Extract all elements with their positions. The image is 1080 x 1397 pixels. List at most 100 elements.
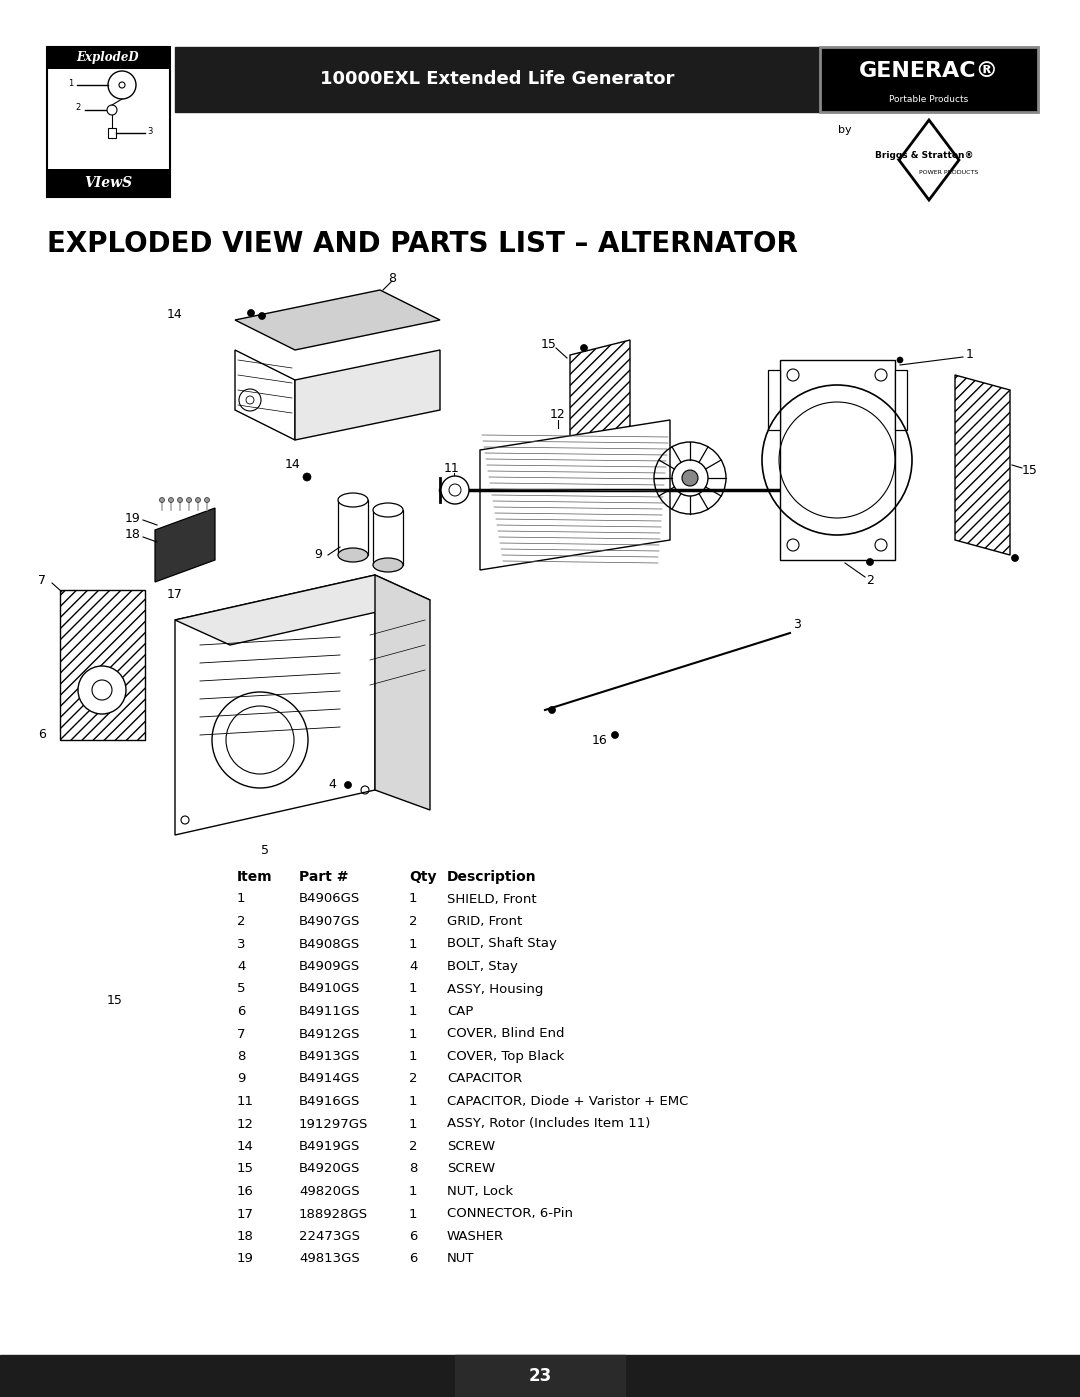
- Text: 12: 12: [237, 1118, 254, 1130]
- Circle shape: [160, 497, 164, 503]
- Text: 2: 2: [866, 574, 874, 587]
- Text: by: by: [838, 124, 852, 136]
- Polygon shape: [480, 420, 670, 570]
- Text: 1: 1: [409, 1207, 418, 1221]
- Text: 18: 18: [125, 528, 140, 542]
- Circle shape: [549, 707, 555, 714]
- Polygon shape: [235, 291, 440, 351]
- Text: 3: 3: [237, 937, 245, 950]
- Text: 11: 11: [444, 461, 460, 475]
- Polygon shape: [780, 360, 895, 560]
- Bar: [0, 0, 1080, 215]
- Bar: [455, 1355, 625, 1397]
- Circle shape: [1012, 555, 1018, 562]
- Text: 1: 1: [237, 893, 245, 905]
- Polygon shape: [235, 351, 295, 440]
- Text: COVER, Top Black: COVER, Top Black: [447, 1051, 564, 1063]
- Ellipse shape: [338, 493, 368, 507]
- Text: B4912GS: B4912GS: [299, 1028, 361, 1041]
- Text: 14: 14: [237, 1140, 254, 1153]
- Ellipse shape: [373, 557, 403, 571]
- Text: VIewS: VIewS: [84, 176, 132, 190]
- Ellipse shape: [338, 548, 368, 562]
- Circle shape: [247, 310, 255, 317]
- Text: 15: 15: [541, 338, 557, 352]
- Text: POWER PRODUCTS: POWER PRODUCTS: [919, 169, 978, 175]
- Text: 2: 2: [76, 103, 81, 113]
- Circle shape: [441, 476, 469, 504]
- Text: COVER, Blind End: COVER, Blind End: [447, 1028, 565, 1041]
- Bar: [175, 47, 820, 112]
- Bar: [0, 1355, 1080, 1397]
- Bar: [895, 370, 907, 430]
- Text: 1: 1: [409, 1185, 418, 1199]
- Bar: [48, 169, 170, 197]
- Polygon shape: [175, 576, 375, 835]
- Bar: [373, 510, 403, 564]
- Text: WASHER: WASHER: [447, 1229, 504, 1243]
- Text: 1: 1: [409, 893, 418, 905]
- Text: ExplodeD: ExplodeD: [77, 52, 139, 64]
- Text: 19: 19: [125, 511, 140, 524]
- Circle shape: [866, 559, 874, 566]
- Text: 5: 5: [237, 982, 245, 996]
- Bar: [338, 500, 368, 555]
- Text: 3: 3: [793, 619, 801, 631]
- Circle shape: [611, 732, 619, 739]
- Text: ASSY, Housing: ASSY, Housing: [447, 982, 543, 996]
- Text: 18: 18: [237, 1229, 254, 1243]
- Polygon shape: [899, 120, 959, 200]
- Text: B4919GS: B4919GS: [299, 1140, 361, 1153]
- Text: 191297GS: 191297GS: [299, 1118, 368, 1130]
- Text: 9: 9: [237, 1073, 245, 1085]
- Ellipse shape: [373, 503, 403, 517]
- Text: EXPLODED VIEW AND PARTS LIST – ALTERNATOR: EXPLODED VIEW AND PARTS LIST – ALTERNATO…: [48, 231, 798, 258]
- Text: CAPACITOR: CAPACITOR: [447, 1073, 522, 1085]
- Polygon shape: [955, 374, 1010, 555]
- Text: 8: 8: [409, 1162, 417, 1175]
- Text: NUT: NUT: [447, 1253, 474, 1266]
- Text: 22473GS: 22473GS: [299, 1229, 360, 1243]
- Text: 8: 8: [388, 271, 396, 285]
- Text: B4913GS: B4913GS: [299, 1051, 361, 1063]
- Text: B4910GS: B4910GS: [299, 982, 361, 996]
- Text: CAPACITOR, Diode + Varistor + EMC: CAPACITOR, Diode + Varistor + EMC: [447, 1095, 688, 1108]
- Text: Description: Description: [447, 870, 537, 884]
- Text: 2: 2: [409, 915, 418, 928]
- Text: Item: Item: [237, 870, 272, 884]
- Text: 49820GS: 49820GS: [299, 1185, 360, 1199]
- Text: 7: 7: [237, 1028, 245, 1041]
- Text: 9: 9: [314, 549, 322, 562]
- Bar: [108, 129, 116, 138]
- Text: 1: 1: [409, 982, 418, 996]
- Text: ASSY, Rotor (Includes Item 11): ASSY, Rotor (Includes Item 11): [447, 1118, 650, 1130]
- Text: 15: 15: [1022, 464, 1038, 476]
- Text: 4: 4: [328, 778, 336, 792]
- Text: 12: 12: [550, 408, 566, 422]
- Circle shape: [303, 474, 311, 481]
- Text: 2: 2: [409, 1140, 418, 1153]
- Text: 6: 6: [38, 728, 46, 742]
- Text: B4906GS: B4906GS: [299, 893, 361, 905]
- Circle shape: [195, 497, 201, 503]
- Text: 2: 2: [409, 1073, 418, 1085]
- Text: Portable Products: Portable Products: [889, 95, 969, 105]
- Circle shape: [177, 497, 183, 503]
- Circle shape: [187, 497, 191, 503]
- Circle shape: [681, 469, 698, 486]
- Polygon shape: [175, 576, 430, 645]
- Text: 1: 1: [409, 1051, 418, 1063]
- Text: B4920GS: B4920GS: [299, 1162, 361, 1175]
- Text: B4908GS: B4908GS: [299, 937, 361, 950]
- Text: 1: 1: [409, 1028, 418, 1041]
- Text: CAP: CAP: [447, 1004, 473, 1018]
- Text: B4916GS: B4916GS: [299, 1095, 361, 1108]
- Polygon shape: [570, 339, 630, 481]
- Text: 15: 15: [237, 1162, 254, 1175]
- Text: 1: 1: [68, 78, 73, 88]
- Text: 6: 6: [409, 1229, 417, 1243]
- Text: SCREW: SCREW: [447, 1140, 495, 1153]
- Text: Qty: Qty: [409, 870, 436, 884]
- Text: 17: 17: [237, 1207, 254, 1221]
- Text: 6: 6: [409, 1253, 417, 1266]
